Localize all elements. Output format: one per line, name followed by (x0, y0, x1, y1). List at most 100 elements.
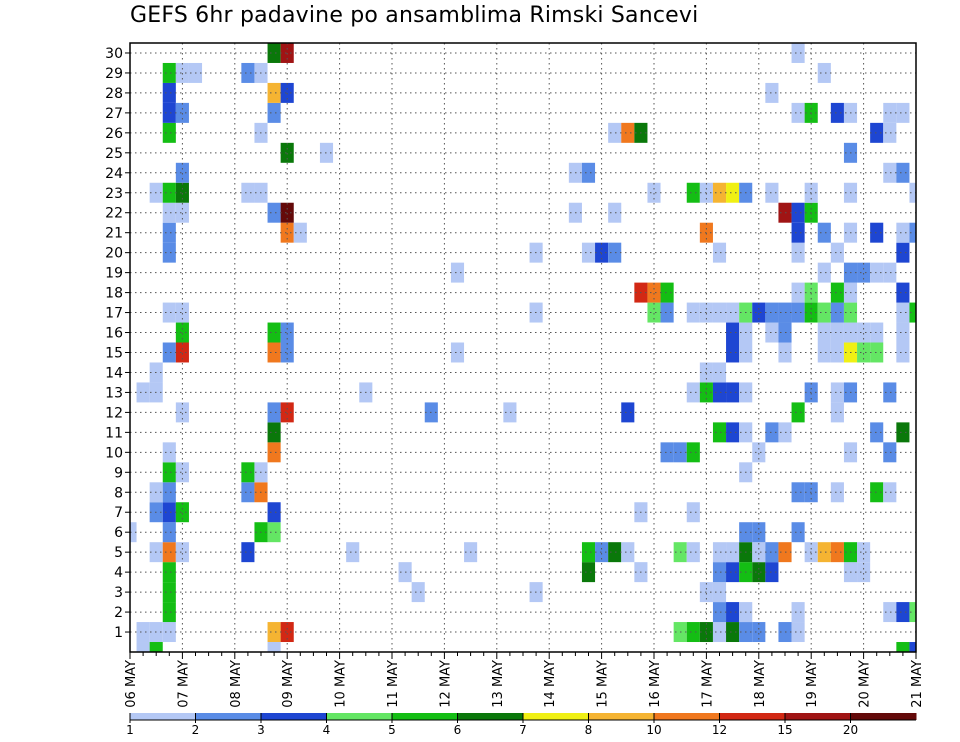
heatmap-cell (686, 502, 700, 523)
heatmap-cell (175, 462, 189, 483)
heatmap-cell (175, 342, 189, 363)
heatmap-cells (130, 43, 916, 652)
y-tick-label: 21 (105, 226, 123, 242)
heatmap-cell (896, 222, 910, 243)
heatmap-cell (686, 622, 700, 643)
heatmap-cell (280, 82, 294, 103)
legend-label: 6 (454, 723, 462, 737)
heatmap-cell (896, 642, 910, 652)
heatmap-cell (162, 622, 176, 643)
heatmap-cell (241, 462, 255, 483)
x-tick-label: 12 MAY (438, 660, 453, 708)
heatmap-cell (883, 162, 897, 183)
y-tick-label: 1 (114, 625, 123, 641)
heatmap-cell (870, 422, 884, 443)
heatmap-cell (791, 302, 805, 323)
heatmap-cell (791, 202, 805, 223)
y-tick-label: 2 (114, 605, 123, 621)
heatmap-cell (346, 542, 360, 563)
y-tick-label: 18 (105, 286, 123, 302)
heatmap-cell (162, 122, 176, 143)
x-tick-label: 14 MAY (543, 660, 558, 708)
heatmap-cell (581, 562, 596, 583)
heatmap-cell (870, 322, 884, 343)
y-tick-label: 28 (105, 86, 123, 102)
heatmap-cell (883, 602, 897, 623)
x-tick-label: 07 MAY (176, 660, 191, 708)
heatmap-cell (162, 462, 176, 483)
heatmap-cell (162, 302, 176, 323)
heatmap-cell (175, 502, 189, 523)
heatmap-cell (608, 542, 622, 563)
heatmap-cell (791, 102, 805, 123)
heatmap-cell (660, 302, 674, 323)
heatmap-cell (726, 322, 740, 343)
heatmap-cell (149, 642, 163, 652)
heatmap-cell (267, 102, 281, 123)
heatmap-cell (280, 202, 294, 223)
heatmap-cell (909, 302, 916, 323)
heatmap-cell (765, 82, 779, 103)
heatmap-cell (130, 522, 137, 543)
heatmap-cell (280, 622, 294, 643)
heatmap-cell (267, 342, 281, 363)
heatmap-cell (267, 202, 281, 223)
heatmap-cell (241, 62, 255, 83)
heatmap-cell (686, 442, 700, 463)
heatmap-cell (883, 122, 897, 143)
heatmap-cell (241, 542, 255, 563)
y-tick-label: 19 (105, 266, 123, 282)
heatmap-cell (267, 502, 281, 523)
heatmap-cell (857, 562, 871, 583)
heatmap-cell (791, 622, 805, 643)
heatmap-cell (712, 242, 727, 263)
heatmap-cell (896, 422, 910, 443)
y-tick-label: 13 (105, 385, 123, 401)
legend-label: 15 (777, 723, 792, 737)
heatmap-cell (162, 542, 176, 563)
heatmap-cell (830, 402, 844, 423)
heatmap-cell (830, 102, 844, 123)
heatmap-cell (752, 442, 766, 463)
heatmap-cell (267, 442, 281, 463)
heatmap-cell (647, 302, 661, 323)
heatmap-cell (712, 302, 727, 323)
heatmap-cell (267, 43, 281, 63)
y-tick-label: 30 (105, 46, 123, 62)
heatmap-cell (817, 302, 831, 323)
y-tick-label: 12 (105, 405, 123, 421)
heatmap-cell (830, 382, 844, 403)
heatmap-cell (830, 342, 844, 363)
heatmap-cell (621, 402, 635, 423)
heatmap-cell (162, 182, 176, 203)
heatmap-cell (791, 482, 805, 503)
heatmap-cell (686, 182, 700, 203)
heatmap-cell (175, 542, 189, 563)
heatmap-cell (830, 322, 844, 343)
heatmap-cell (817, 322, 831, 343)
heatmap-cell (830, 542, 844, 563)
y-tick-label: 29 (105, 66, 123, 82)
heatmap-cell (791, 602, 805, 623)
heatmap-cell (883, 442, 897, 463)
heatmap-cell (162, 602, 176, 623)
heatmap-cell (870, 222, 884, 243)
heatmap-cell (162, 562, 176, 583)
heatmap-cell (791, 242, 805, 263)
heatmap-cell (162, 102, 176, 123)
heatmap-cell (765, 422, 779, 443)
y-tick-label: 16 (105, 326, 123, 342)
y-tick-label: 24 (105, 166, 123, 182)
heatmap-cell (883, 262, 897, 283)
y-tick-label: 10 (105, 445, 123, 461)
heatmap-cell (503, 402, 517, 423)
heatmap-cell (660, 282, 674, 303)
heatmap-cell (765, 542, 779, 563)
heatmap-cell (791, 282, 805, 303)
y-tick-label: 14 (105, 365, 123, 381)
heatmap-cell (595, 242, 609, 263)
heatmap-cell (267, 82, 281, 103)
heatmap-cell (267, 422, 281, 443)
heatmap-cell (712, 182, 727, 203)
x-tick-label: 09 MAY (281, 660, 296, 708)
